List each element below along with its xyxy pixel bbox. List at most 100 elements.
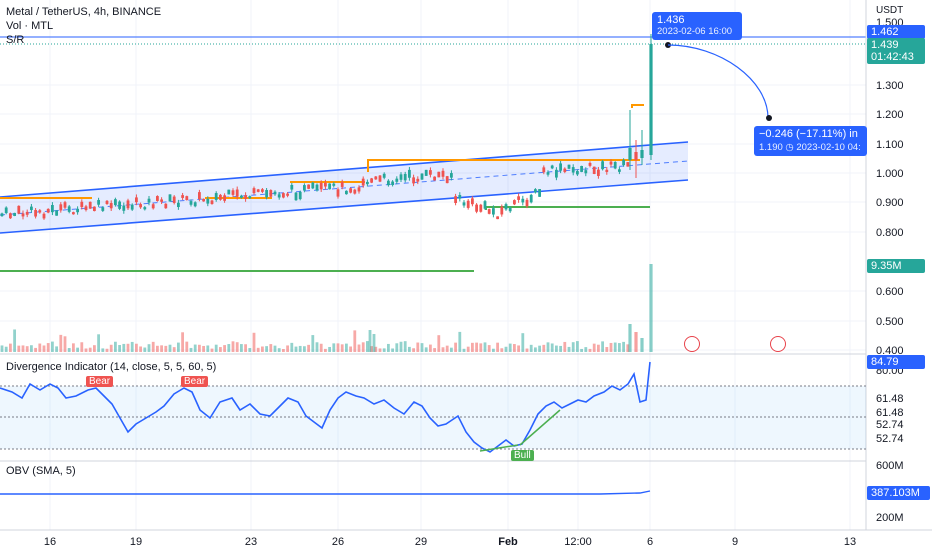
candle-body xyxy=(576,171,579,175)
candle-body xyxy=(114,199,117,206)
currency-label[interactable]: USDT xyxy=(876,5,904,16)
volume-bar xyxy=(59,334,63,352)
volume-bar xyxy=(538,345,541,352)
candle-body xyxy=(30,206,33,211)
candle-body xyxy=(252,188,256,194)
clock-icon: ◷ xyxy=(785,142,794,153)
volume-bar xyxy=(546,342,550,352)
volume-bar xyxy=(588,348,592,352)
candle-body xyxy=(345,190,348,195)
candle-body xyxy=(366,181,369,185)
candle-body xyxy=(177,202,180,208)
divergence-value-tag: 84.79 xyxy=(867,355,925,369)
candle-body xyxy=(567,164,571,169)
volume-bar xyxy=(504,346,508,352)
candle-body xyxy=(529,194,533,203)
us-flag-icon[interactable] xyxy=(684,336,700,352)
volume-bar xyxy=(235,342,239,352)
volume-bar xyxy=(592,343,596,352)
volume-bar xyxy=(550,343,554,352)
candle-body xyxy=(46,208,50,213)
obv-legend[interactable]: OBV (SMA, 5) xyxy=(6,465,76,477)
volume-bar xyxy=(269,344,273,352)
volume-bar xyxy=(571,342,575,352)
volume-bar xyxy=(563,341,567,352)
candle-body xyxy=(76,208,79,213)
candle-body xyxy=(147,198,151,203)
candle-body xyxy=(634,152,638,160)
volume-bar xyxy=(25,346,29,352)
measure-start-box[interactable]: 1.436 2023-02-06 16:00 xyxy=(652,12,742,40)
volume-bar xyxy=(525,348,529,352)
volume-bar xyxy=(214,344,218,352)
candle-body xyxy=(626,162,630,167)
candle-body xyxy=(613,161,617,169)
volume-bar xyxy=(198,344,201,352)
volume-bar xyxy=(597,344,600,352)
candle-body xyxy=(450,173,453,178)
candle-body xyxy=(462,202,466,206)
divergence-legend[interactable]: Divergence Indicator (14, close, 5, 5, 6… xyxy=(6,361,217,373)
candle-body xyxy=(59,204,63,211)
volume-bar xyxy=(315,342,319,352)
volume-bar xyxy=(475,342,478,352)
candle-body xyxy=(122,205,126,211)
candle-body xyxy=(500,206,504,215)
candle-body xyxy=(416,178,420,182)
volume-bar xyxy=(88,347,92,352)
price-axis[interactable]: 1.300 1.200 1.100 1.000 0.900 0.800 0.600 0.500… xyxy=(876,17,904,524)
volume-bar xyxy=(202,345,205,352)
candle-body xyxy=(13,212,16,216)
obv-line xyxy=(0,490,651,495)
symbol-legend[interactable]: Metal / TetherUS, 4h, BINANCE xyxy=(6,6,162,18)
volume-bar xyxy=(252,332,256,352)
volume-bar xyxy=(256,347,260,352)
volume-bar xyxy=(336,343,340,352)
candle-body xyxy=(311,182,315,189)
price-tick-label: 1.200 xyxy=(876,109,904,121)
candle-body xyxy=(429,170,432,175)
volume-bar xyxy=(601,341,604,352)
candle-body xyxy=(206,198,210,204)
volume-bar xyxy=(122,343,126,352)
candle-body xyxy=(185,196,189,201)
volume-bar xyxy=(626,344,630,352)
candle-body xyxy=(483,201,487,209)
candle-body xyxy=(156,196,159,201)
candle-body xyxy=(105,200,109,204)
volume-bar xyxy=(387,343,390,352)
volume-bar xyxy=(261,346,264,352)
candle-body xyxy=(248,196,252,199)
candle-body xyxy=(240,195,243,198)
candle-body xyxy=(298,191,302,200)
candle-body xyxy=(622,159,625,166)
measure-end-price: 1.190 xyxy=(759,142,783,153)
volume-bar xyxy=(147,344,151,352)
sr-legend[interactable]: S/R xyxy=(6,34,25,46)
divergence-line xyxy=(0,361,651,453)
candle-body xyxy=(189,201,193,205)
obv-tick-label: 200M xyxy=(876,512,904,524)
volume-bar xyxy=(500,348,504,352)
candle-body xyxy=(97,199,100,205)
time-tick-label: 26 xyxy=(332,536,344,548)
volume-bar xyxy=(437,335,441,352)
candle-body xyxy=(361,178,365,186)
candle-body xyxy=(80,201,84,208)
candle-body xyxy=(269,190,273,197)
volume-bar xyxy=(454,342,457,352)
volume-legend[interactable]: Vol · MTL xyxy=(6,20,54,32)
volume-bar xyxy=(72,343,75,352)
price-tick-label: 1.000 xyxy=(876,168,904,180)
volume-bar xyxy=(219,347,222,352)
time-axis[interactable]: 16 19 23 26 29 Feb 12:00 6 9 13 xyxy=(44,536,856,548)
volume-bar xyxy=(286,345,289,352)
candle-body xyxy=(479,204,483,212)
volume-bar xyxy=(534,347,537,352)
time-tick-label: 6 xyxy=(647,536,653,548)
candle-body xyxy=(387,180,390,186)
measure-end-box[interactable]: −0.246 (−17.11%) in 1.190 ◷ 2023-02-10 0… xyxy=(754,126,867,156)
volume-bar xyxy=(340,344,344,352)
us-flag-icon[interactable] xyxy=(770,336,786,352)
